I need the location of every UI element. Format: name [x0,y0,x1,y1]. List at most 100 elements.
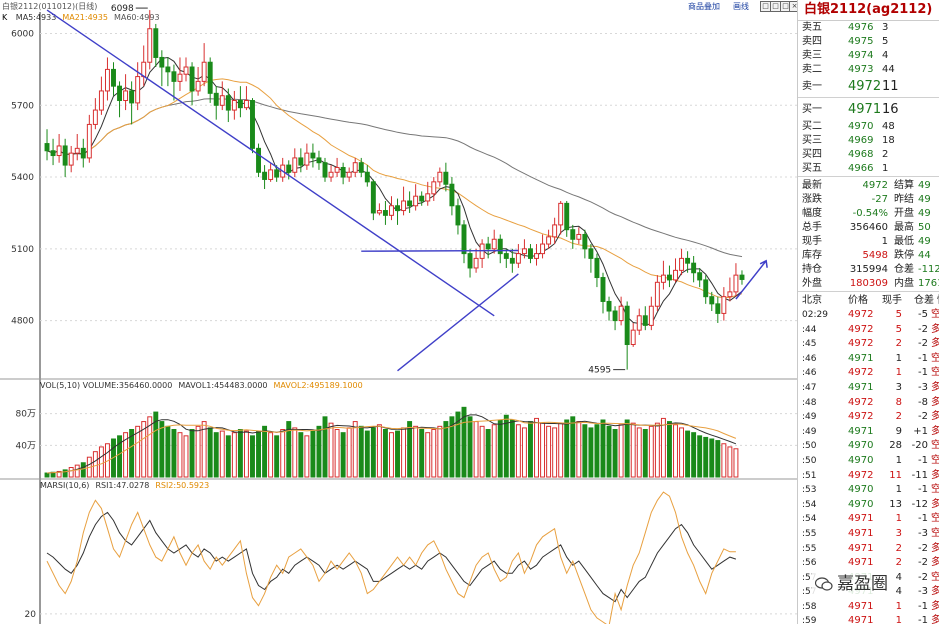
candle-body [268,169,274,180]
bid-qty: 18 [882,135,895,146]
plot-line-button[interactable]: 画线 [733,2,749,11]
candle-body [352,162,358,173]
ask-label: 卖二 [802,64,822,75]
tick-flag: 空 [931,308,939,322]
candle-body [497,238,503,255]
volume-bar [582,424,588,478]
ask-price: 4972 [848,79,882,94]
candle-body [364,171,370,183]
trendline-resistance [361,249,519,252]
tick-time: :59 [802,616,817,624]
volume-bar [425,432,431,478]
volume-bar [159,421,165,478]
volume-bar [328,422,334,478]
ask-price: 4976 [848,22,874,33]
stat-label: 库存 [802,250,822,261]
stat-value: -0.54% [852,208,888,219]
stat-value-2: 1761 [918,278,939,289]
tick-header-qty: 现手 [882,295,902,306]
candle-body [630,329,636,346]
candle-body [733,274,739,293]
candle-body [419,195,425,202]
candle-body [389,205,394,216]
candle-body [521,248,527,255]
bid-price: 4969 [848,135,874,146]
candle-body [679,257,685,271]
tick-qty: 3 [895,381,902,393]
stat-value: -27 [871,194,888,205]
product-add-button[interactable]: 商品叠加 [688,2,720,11]
tick-flag: 多 [931,542,939,556]
tick-price: 4972 [848,309,874,320]
volume-bar [74,464,80,478]
tick-price: 4971 [848,352,874,364]
bid-row: 买一 4971 16 [798,100,939,120]
tick-oi: -2 [918,542,928,554]
stat-value-2: -112 [918,264,939,275]
volume-bar [491,424,497,478]
tick-time: :57 [802,587,817,598]
bid-qty: 16 [882,102,899,117]
candle-body [691,262,697,274]
stat-value-2: 49 [918,208,931,219]
volume-tick-label: 80万 [16,410,36,420]
ask-row: 卖二 4973 44 [798,63,939,77]
candle-body [201,61,207,82]
stat-label: 外盘 [802,278,822,289]
volume-bar [382,429,388,478]
volume-bar [389,432,394,478]
volume-bar [485,429,491,478]
candle-body [340,166,346,178]
tick-price: 4971 [848,381,874,393]
ma-legend-item: MA60:4993 [113,13,160,22]
tick-qty: 2 [895,411,902,423]
volume-bar [636,427,642,478]
candle-body [98,90,104,111]
candle-body [225,95,231,111]
candle-body [104,68,110,92]
chart-area[interactable]: 6000 5700 5400 5100 4800 80万 40万 20 6098 4595 [0,0,797,624]
tick-time: :53 [802,485,817,496]
candle-body [92,109,98,125]
ask-label: 卖三 [802,50,822,61]
tick-price: 4971 [848,600,874,612]
candle-body [117,85,123,102]
price-tick-label: 5400 [11,173,34,183]
volume-bar [624,419,630,478]
volume-bar [256,430,261,478]
tick-oi: -3 [918,527,928,539]
stat-label-2: 内盘 [894,278,914,289]
ma-legend-item: MA21:4935 [62,13,108,22]
volume-legend: VOL(5,10) VOLUME:356460.0000 MAVOL1:45448… [40,381,369,390]
top-bar: 白银2112(011012)(日线) 商品叠加 画线 □ □ □ × [0,0,800,12]
candle-body [449,183,455,207]
candle-body [503,253,509,259]
rsi-legend-item: RSI2:50.5923 [155,481,210,490]
tick-time: :46 [802,368,817,379]
tick-row: :54 4971 1 -1空 [798,512,939,527]
tick-flag: 多 [931,410,939,424]
volume-bar [141,421,147,478]
candle-body [654,281,660,307]
volume-bar [189,429,195,478]
ma-legend-item: MA5:4933 [15,13,57,22]
volume-bar [395,430,400,478]
bid-label: 买二 [802,121,822,132]
tick-oi: -1 [918,367,928,379]
candle-body [642,315,648,326]
candle-body [425,193,431,202]
volume-bar [467,416,473,478]
tick-qty: 1 [895,600,902,612]
tick-flag: 空 [931,571,939,585]
ask-price: 4975 [848,36,874,47]
volume-bar [721,443,727,478]
tick-qty: 28 [889,440,902,452]
tick-qty: 8 [895,396,902,408]
candle-body [515,253,521,264]
tick-flag: 多 [931,585,939,599]
tick-row: :46 4972 1 -1空 [798,366,939,381]
volume-bar [262,425,268,478]
candle-body [697,272,703,281]
candle-body [558,202,564,226]
candle-body [111,68,116,87]
